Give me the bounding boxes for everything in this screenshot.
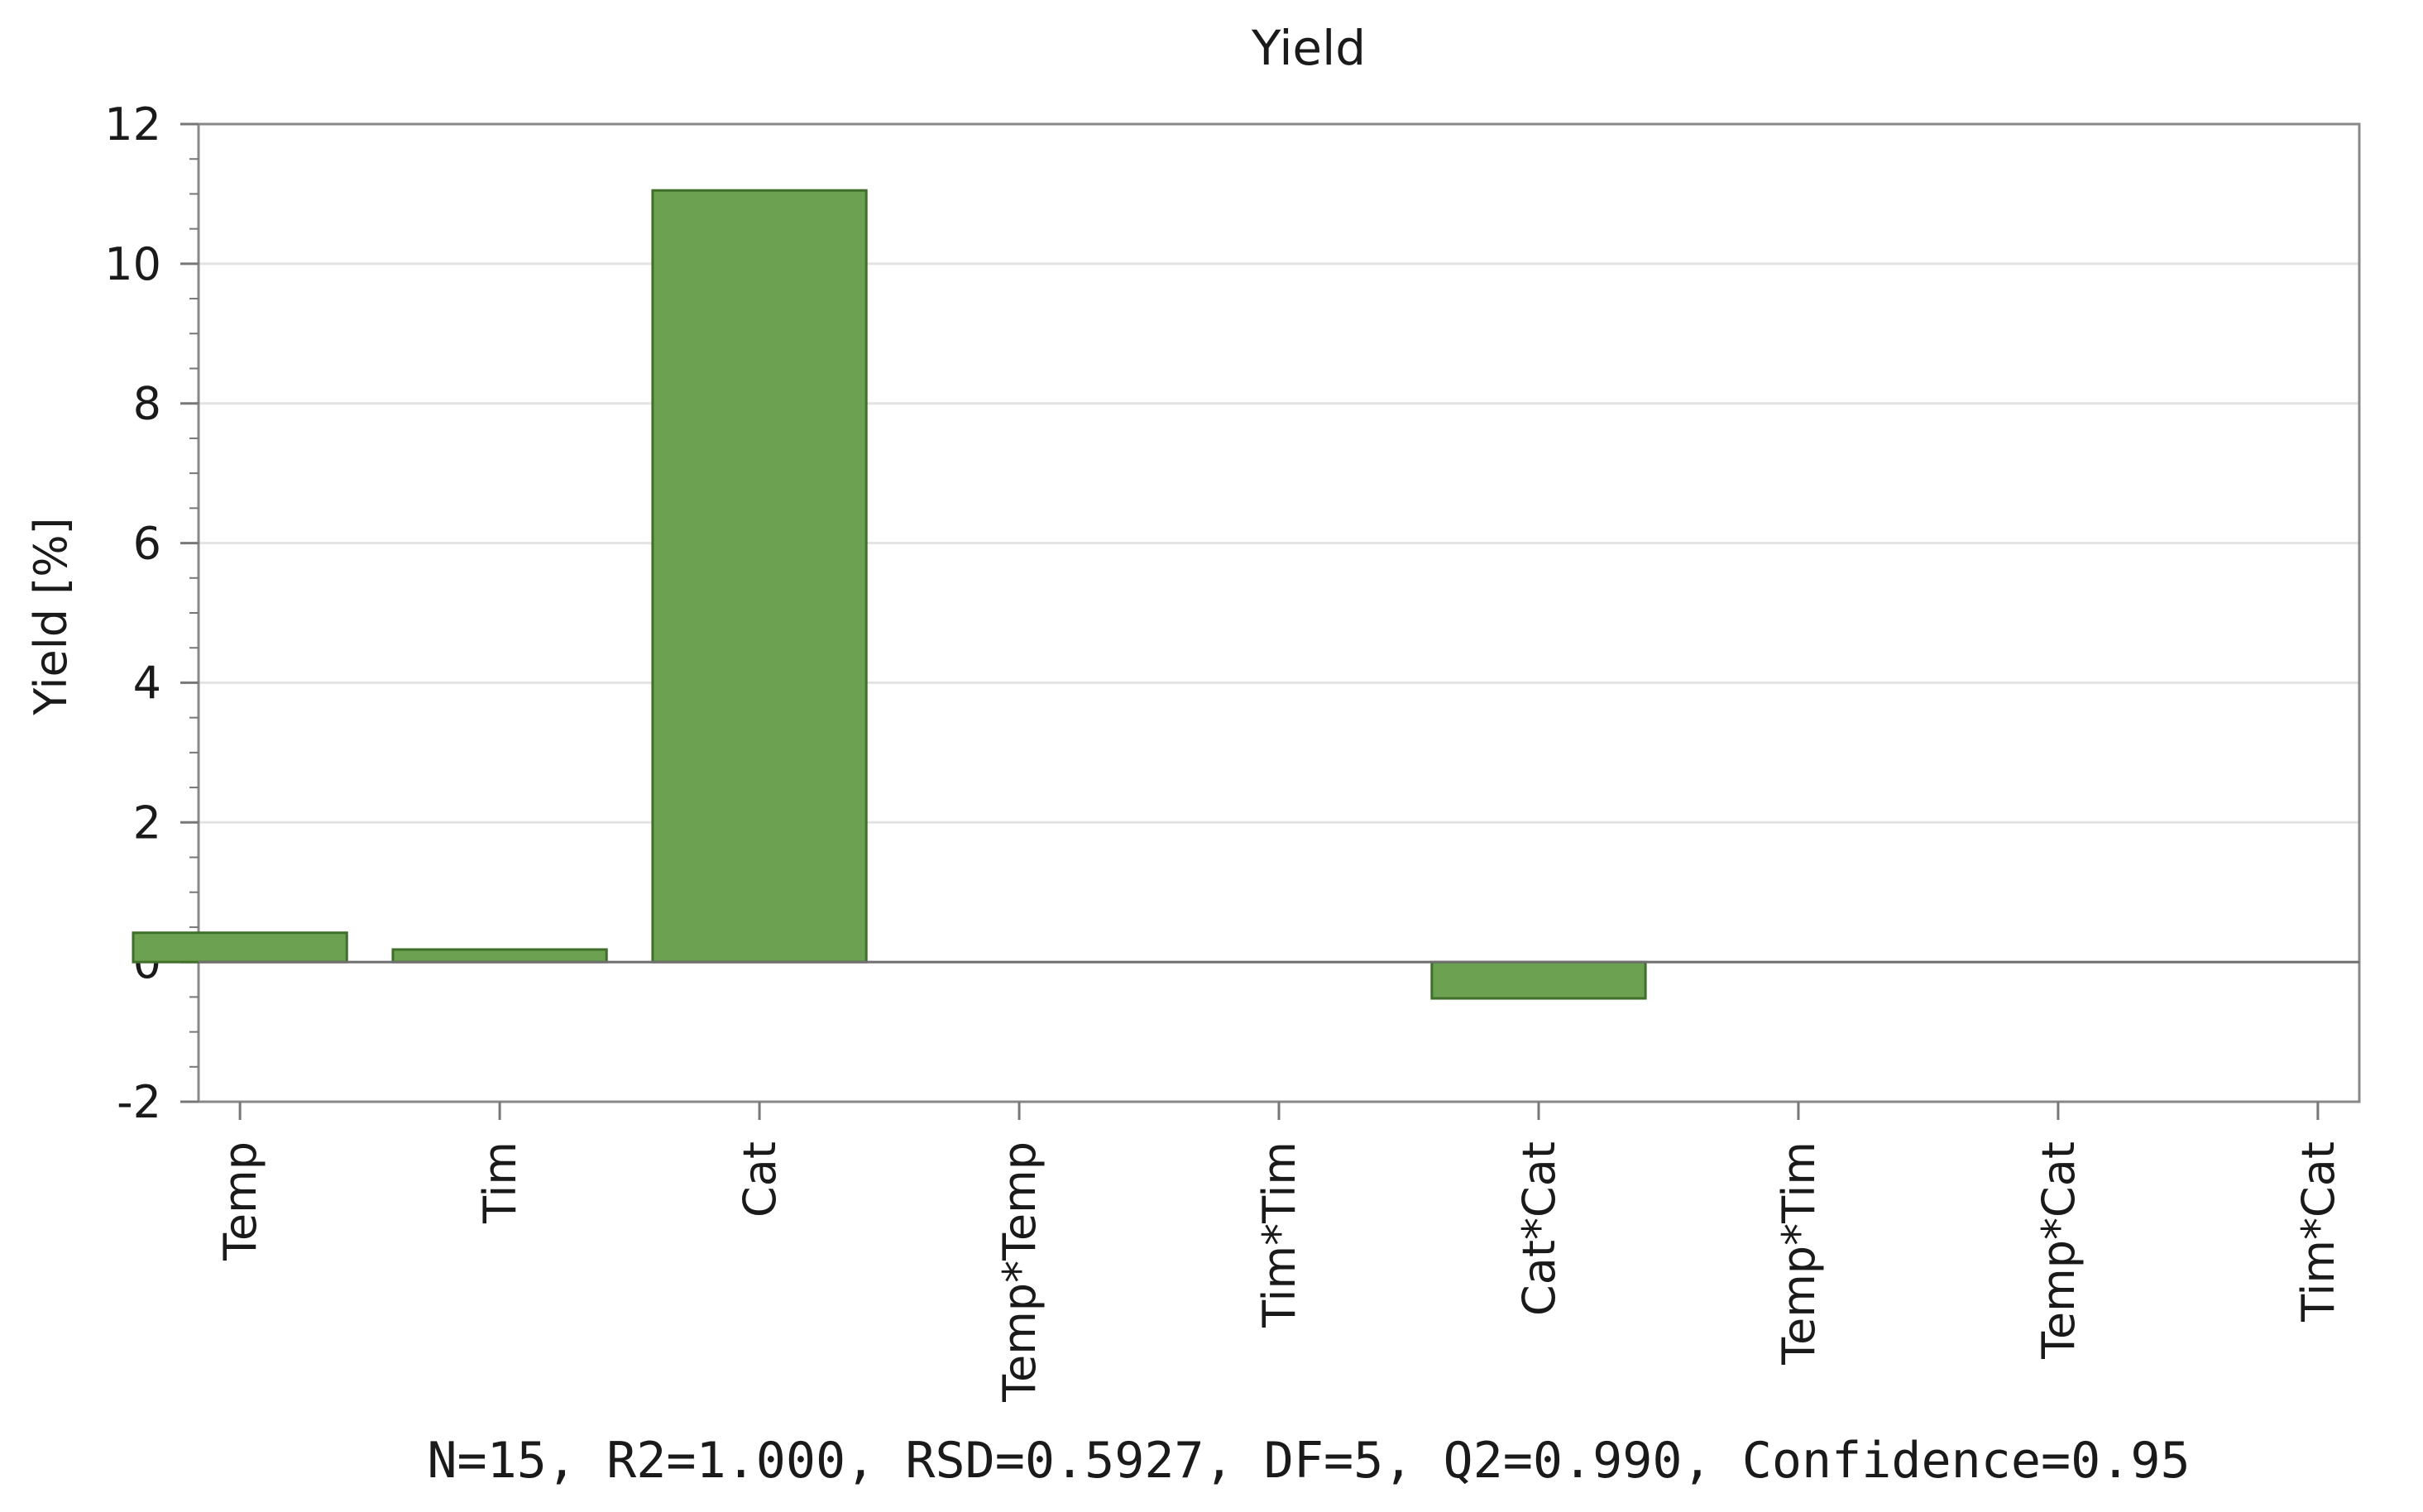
- chart-title: Yield: [1251, 20, 1366, 76]
- x-tick-label: Tim*Tim: [1253, 1141, 1305, 1328]
- x-tick-label: Tim: [474, 1141, 526, 1224]
- bar: [1430, 960, 1647, 1000]
- y-tick-label: 2: [133, 797, 161, 849]
- y-tick-label: 10: [104, 238, 161, 290]
- y-tick-label: 6: [133, 518, 161, 570]
- x-tick-label: Tim*Cat: [2292, 1141, 2344, 1323]
- y-axis-label: Yield [%]: [25, 517, 77, 715]
- bar: [132, 931, 348, 964]
- y-tick-label: -2: [117, 1076, 161, 1128]
- footer-stats: N=15, R2=1.000, RSD=0.5927, DF=5, Q2=0.9…: [427, 1432, 2190, 1490]
- bar: [651, 189, 868, 964]
- x-tick-label: Temp*Cat: [2033, 1141, 2085, 1360]
- y-gridlines: [199, 262, 2359, 824]
- y-tick-label: 8: [133, 378, 161, 430]
- x-tick-label: Cat*Cat: [1513, 1141, 1565, 1316]
- x-tick-label: Temp*Temp: [994, 1141, 1046, 1403]
- y-tick-label: 12: [104, 98, 161, 151]
- y-ticks: -2024681012: [104, 98, 199, 1128]
- x-ticks: Temp Tim Cat Temp*Temp Tim*Tim Cat*Cat Temp*Ti…: [214, 1102, 2344, 1403]
- x-tick-label: Cat: [734, 1141, 786, 1218]
- bars: [132, 189, 1647, 1000]
- y-tick-label: 4: [133, 657, 161, 709]
- x-tick-label: Temp*Tim: [1773, 1141, 1825, 1366]
- x-tick-label: Temp: [214, 1141, 266, 1261]
- bar: [391, 948, 608, 964]
